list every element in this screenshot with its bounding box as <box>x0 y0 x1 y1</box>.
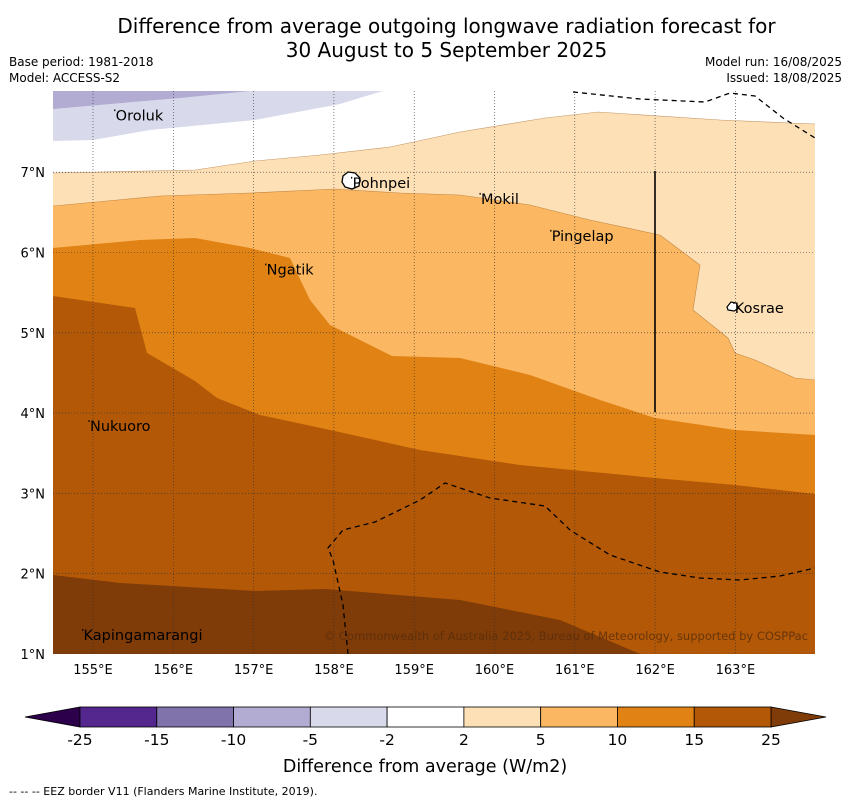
map-title: Difference from average outgoing longwav… <box>0 14 850 62</box>
eez-borders <box>327 91 815 654</box>
place-label: Pohnpei <box>353 176 411 192</box>
title-line-1: Difference from average outgoing longwav… <box>117 14 776 38</box>
colorbar-tick-label: -25 <box>67 731 92 749</box>
colorbar-label: Difference from average (W/m2) <box>283 757 567 777</box>
colorbar-tick-label: 2 <box>459 731 469 749</box>
copyright-text: © Commonwealth of Australia 2025, Bureau… <box>324 629 808 643</box>
lat-tick-label: 5°N <box>21 327 46 342</box>
colorbar-under-arrow <box>24 706 81 728</box>
place-marker <box>351 176 353 179</box>
meta-right: Model run: 16/08/2025 Issued: 18/08/2025 <box>705 54 842 86</box>
lat-tick-label: 2°N <box>21 568 46 583</box>
colorbar-swatch <box>617 706 695 728</box>
place-labels: Oroluk Pohnpei Mokil Pingelap Ngatik Kosrae Nu… <box>82 108 784 644</box>
colorbar-swatch <box>156 706 234 728</box>
lon-tick-label: 161°E <box>555 663 595 678</box>
colorbar-swatch <box>693 706 772 728</box>
base-period: Base period: 1981-2018 <box>9 55 154 69</box>
lat-tick-label: 6°N <box>21 247 46 262</box>
meta-left: Base period: 1981-2018 Model: ACCESS-S2 <box>9 54 154 86</box>
fill-2-5 <box>53 91 815 380</box>
lat-tick-label: 3°N <box>21 487 46 502</box>
colorbar-swatch <box>309 706 388 728</box>
lon-tick-label: 159°E <box>394 663 434 678</box>
lon-tick-label: 157°E <box>234 663 274 678</box>
lon-tick-label: 156°E <box>154 663 194 678</box>
gridlines <box>53 91 815 654</box>
place-marker <box>550 229 552 232</box>
colorbar-swatch <box>540 706 618 728</box>
lat-tick-label: 7°N <box>21 166 46 181</box>
colorbar-tick-label: -2 <box>379 731 394 749</box>
colorbar-tick-label: -10 <box>221 731 246 749</box>
place-label: Nukuoro <box>90 419 151 435</box>
lon-tick-label: 162°E <box>635 663 675 678</box>
title-line-2: 30 August to 5 September 2025 <box>285 38 608 62</box>
place-label: Kapingamarangi <box>84 628 203 644</box>
contour-lines <box>53 111 815 381</box>
fill-minus-10-5 <box>53 91 250 109</box>
fill-minus-5-2 <box>53 91 383 141</box>
place-marker <box>114 109 116 112</box>
place-label: Kosrae <box>735 301 784 317</box>
pohnpei-island <box>341 171 361 190</box>
place-marker <box>88 420 90 422</box>
colorbar-tick-label: -15 <box>144 731 169 749</box>
axis-labels: 155°E 156°E 157°E 158°E 159°E 160°E 161°E 162°E… <box>21 166 756 678</box>
kosrae-island <box>726 301 740 312</box>
colorbar-tick-label: 25 <box>761 731 781 749</box>
place-marker <box>82 628 84 631</box>
place-label: Ngatik <box>267 263 315 279</box>
lon-tick-label: 163°E <box>716 663 756 678</box>
eez-border-south <box>327 482 815 654</box>
model-name: Model: ACCESS-S2 <box>9 71 121 85</box>
colorbar-swatch <box>386 706 465 728</box>
colorbar-over-arrow <box>770 706 827 728</box>
lat-tick-label: 1°N <box>21 648 46 663</box>
eez-footnote: -- -- -- EEZ border V11 (Flanders Marine… <box>9 785 318 798</box>
place-label: Pingelap <box>552 229 614 245</box>
issued-date: Issued: 18/08/2025 <box>726 71 842 85</box>
colorbar-tick-label: 10 <box>608 731 628 749</box>
lat-tick-label: 4°N <box>21 407 46 422</box>
fill-over-25 <box>53 575 640 654</box>
colorbar-swatch <box>463 706 542 728</box>
colorbar-tick-label: 15 <box>684 731 704 749</box>
lon-tick-label: 155°E <box>73 663 113 678</box>
place-label: Oroluk <box>116 108 164 124</box>
place-marker <box>265 263 267 266</box>
eez-border-north <box>572 91 815 139</box>
colorbar-tick-label: -5 <box>303 731 318 749</box>
model-run: Model run: 16/08/2025 <box>704 55 842 69</box>
colorbar-tick-label: 5 <box>536 731 546 749</box>
place-marker <box>733 302 735 304</box>
contour-fills <box>53 91 815 654</box>
place-marker <box>479 192 481 195</box>
lon-tick-label: 160°E <box>475 663 515 678</box>
colorbar-swatch <box>233 706 311 728</box>
lon-tick-label: 158°E <box>314 663 354 678</box>
place-label: Mokil <box>481 192 519 208</box>
colorbar: -25 -15 -10 -5 -2 2 5 10 15 25 <box>24 706 827 749</box>
colorbar-swatch <box>79 706 158 728</box>
